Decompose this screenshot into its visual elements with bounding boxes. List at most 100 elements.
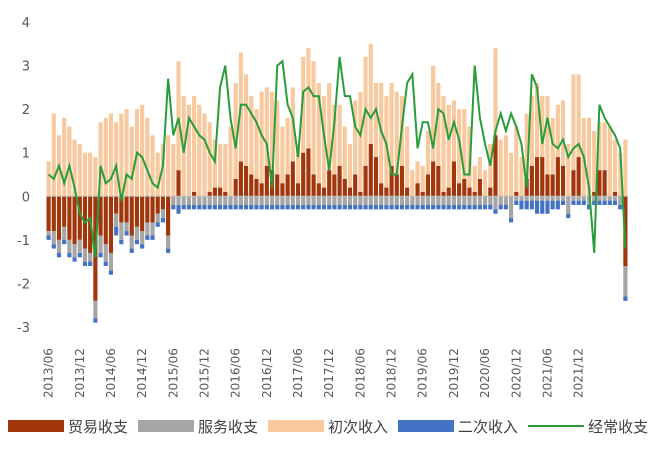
bar-services	[441, 196, 446, 205]
bar-secondary	[181, 205, 186, 210]
bar-services	[264, 196, 269, 205]
bar-secondary	[160, 218, 165, 223]
bar-services	[160, 209, 165, 219]
bar-services	[155, 213, 160, 223]
bar-primary	[353, 100, 358, 175]
bar-primary	[228, 126, 233, 197]
x-tick-label: 2016/06	[229, 348, 243, 398]
bar-services	[540, 196, 545, 201]
bar-services	[550, 196, 555, 201]
bar-secondary	[290, 205, 295, 210]
bar-secondary	[399, 205, 405, 210]
bar-trade	[488, 187, 493, 197]
bar-secondary	[488, 205, 493, 210]
bar-primary	[295, 144, 301, 184]
bar-secondary	[327, 205, 332, 210]
bar-primary	[327, 83, 332, 171]
bar-primary	[186, 104, 191, 197]
bar-primary	[514, 126, 519, 192]
bar-trade	[368, 144, 373, 197]
bar-primary	[410, 170, 415, 197]
bar-primary	[46, 161, 51, 197]
bar-services	[581, 196, 586, 201]
bar-secondary	[368, 205, 373, 210]
bar-trade	[306, 148, 311, 197]
bar-primary	[425, 130, 431, 175]
bar-services	[420, 196, 425, 205]
bar-primary	[368, 43, 373, 144]
bar-primary	[373, 83, 379, 158]
bar-services	[212, 196, 217, 205]
bar-primary	[342, 126, 347, 179]
bar-primary	[202, 113, 207, 197]
bar-secondary	[155, 222, 160, 227]
bar-primary	[145, 117, 150, 197]
bar-trade	[212, 187, 217, 197]
legend-swatch-primary	[268, 420, 325, 432]
bar-trade	[150, 196, 155, 223]
bar-trade	[77, 196, 82, 240]
bar-secondary	[477, 205, 482, 210]
bar-secondary	[166, 248, 171, 253]
bar-services	[186, 196, 191, 205]
bar-secondary	[560, 200, 566, 205]
chart-canvas: 4 3 2 1 0 -1 -2 -3 2013/06 2013/12 2014/06 2014/12…	[17, 16, 628, 398]
bar-primary	[301, 56, 306, 153]
bar-trade	[103, 196, 108, 245]
bar-secondary	[176, 205, 181, 214]
bar-secondary	[353, 205, 358, 210]
bar-primary	[462, 109, 467, 179]
bar-primary	[498, 139, 503, 197]
x-tick-label: 2020/12	[509, 348, 523, 398]
bar-secondary	[597, 200, 602, 205]
bar-secondary	[540, 200, 545, 214]
bar-primary	[555, 104, 560, 158]
bar-services	[181, 196, 186, 205]
bar-trade	[223, 191, 228, 197]
bar-trade	[363, 165, 368, 197]
bar-primary	[77, 144, 82, 197]
bar-secondary	[592, 200, 597, 205]
bar-services	[607, 196, 612, 201]
bar-primary	[119, 113, 124, 197]
bar-primary	[140, 104, 145, 197]
bar-services	[488, 196, 493, 205]
bar-trade	[441, 191, 446, 197]
bar-secondary	[306, 205, 311, 210]
bar-trade	[379, 183, 384, 197]
bar-primary	[82, 152, 88, 197]
legend-swatch-trade	[8, 420, 64, 432]
bar-trade	[342, 178, 347, 197]
bar-primary	[233, 83, 238, 179]
bar-services	[150, 222, 155, 236]
bar-secondary	[171, 205, 176, 210]
bar-services	[597, 196, 602, 201]
bar-secondary	[285, 205, 290, 210]
bar-primary	[285, 117, 290, 175]
bar-trade	[176, 170, 181, 197]
bar-services	[462, 196, 467, 205]
bar-services	[77, 239, 82, 253]
bar-primary	[160, 144, 165, 197]
bar-secondary	[493, 209, 498, 214]
bar-secondary	[150, 235, 155, 240]
bar-trade	[472, 191, 477, 197]
x-tick-label: 2017/06	[291, 348, 305, 398]
bar-services	[332, 196, 337, 205]
bar-services	[534, 196, 540, 201]
bar-services	[98, 235, 103, 253]
bar-primary	[254, 109, 259, 179]
bar-services	[316, 196, 321, 205]
bar-primary	[602, 122, 607, 171]
bar-primary	[337, 104, 342, 166]
bar-secondary	[509, 218, 514, 223]
x-tick-label: 2014/06	[104, 348, 118, 398]
bar-services	[108, 252, 114, 271]
bar-secondary	[77, 252, 82, 258]
bar-secondary	[394, 205, 399, 210]
bar-primary	[545, 96, 550, 175]
bar-primary	[176, 61, 181, 171]
bar-secondary	[56, 252, 62, 258]
bar-services	[519, 196, 524, 201]
bar-services	[576, 196, 581, 201]
